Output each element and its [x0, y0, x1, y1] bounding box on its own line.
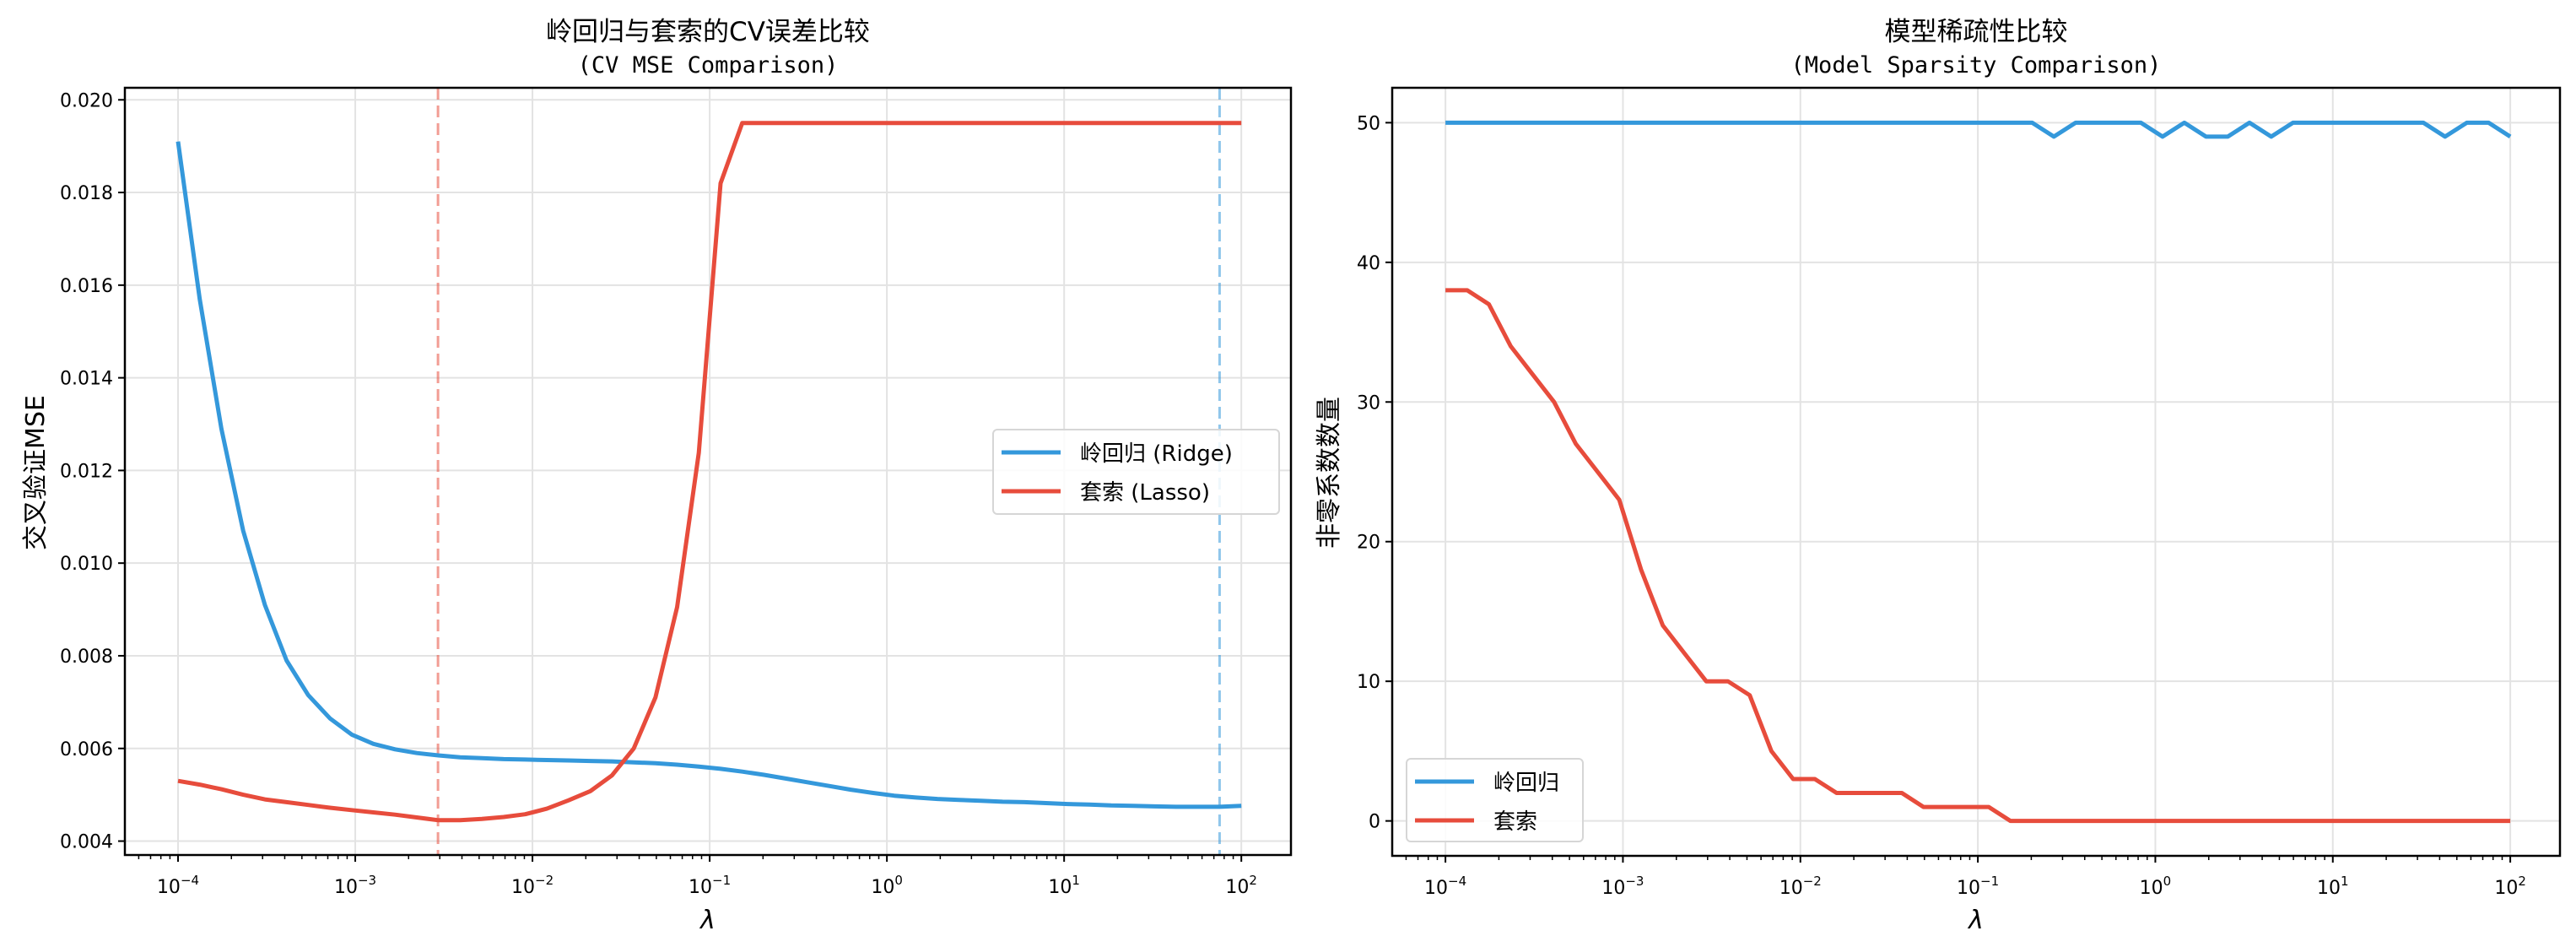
x-tick-label: 101 [1048, 873, 1080, 898]
x-tick-label: 100 [2140, 874, 2172, 899]
y-tick-label: 0.006 [60, 739, 113, 760]
y-tick-label: 40 [1357, 253, 1380, 274]
x-tick-label: 101 [2317, 874, 2349, 899]
legend-label: 套索 [1493, 809, 1537, 835]
y-tick-label: 0.010 [60, 554, 113, 575]
legend-label: 岭回归 (Ridge) [1080, 441, 1233, 467]
x-tick-label: 102 [1225, 873, 1257, 898]
y-axis-label: 非零系数数量 [1315, 397, 1344, 549]
series-line [177, 121, 1242, 823]
x-tick-label: 10−4 [157, 873, 199, 898]
x-tick-label: 10−3 [1601, 874, 1644, 899]
series-line [176, 141, 1242, 809]
y-tick-label: 0.012 [60, 461, 113, 482]
y-axis-label: 交叉验证MSE [21, 395, 51, 550]
y-tick-label: 0.014 [60, 369, 113, 390]
axes-frame [1391, 86, 2562, 858]
sparsity-chart: 模型稀疏性比较 (Model Sparsity Comparison) λ 非零… [1315, 17, 2562, 935]
cv-mse-chart: 岭回归与套索的CV误差比较 (CV MSE Comparison) λ 交叉验证… [21, 17, 1293, 935]
x-tick-label: 10−3 [334, 873, 376, 898]
x-axis-label: λ [699, 906, 716, 935]
y-tick-label: 0.008 [60, 647, 113, 668]
x-tick-label: 10−2 [511, 873, 554, 898]
y-tick-label: 30 [1357, 392, 1380, 414]
axes-frame [123, 86, 1293, 857]
series-line [1445, 288, 2511, 824]
legend-label: 岭回归 [1493, 771, 1559, 796]
legend-box [992, 429, 1280, 515]
x-tick-label: 10−4 [1424, 874, 1466, 899]
y-tick-label: 0.018 [60, 183, 113, 204]
chart-subtitle: (Model Sparsity Comparison) [1791, 52, 2162, 78]
x-tick-label: 100 [871, 873, 903, 898]
x-tick-label: 10−1 [689, 873, 731, 898]
y-tick-label: 10 [1357, 672, 1380, 693]
legend-label: 套索 (Lasso) [1080, 480, 1210, 506]
y-tick-label: 0.004 [60, 832, 113, 853]
y-tick-label: 20 [1357, 533, 1380, 554]
x-axis-label: λ [1967, 906, 1984, 935]
y-tick-label: 0.016 [60, 276, 113, 297]
y-tick-label: 0 [1369, 812, 1380, 833]
x-tick-label: 10−2 [1779, 874, 1822, 899]
series-line [1445, 120, 2512, 139]
y-tick-label: 50 [1357, 113, 1380, 134]
x-tick-label: 10−1 [1957, 874, 1999, 899]
chart-title: 模型稀疏性比较 [1885, 17, 2068, 47]
chart-title: 岭回归与套索的CV误差比较 [546, 17, 870, 47]
x-tick-label: 102 [2494, 874, 2526, 899]
y-tick-label: 0.020 [60, 90, 113, 111]
chart-subtitle: (CV MSE Comparison) [578, 52, 839, 78]
